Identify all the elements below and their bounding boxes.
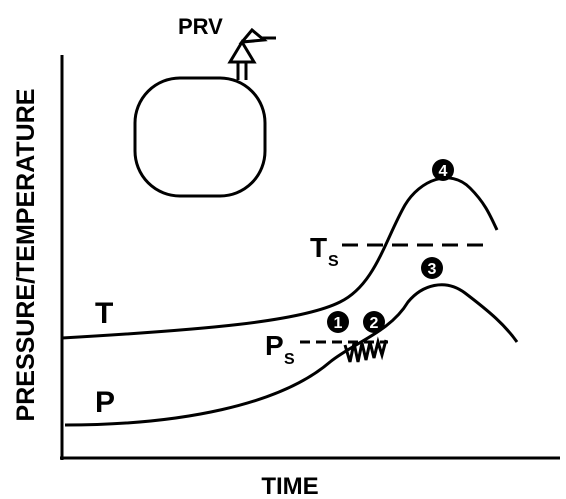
prv-label: PRV [178,14,223,39]
marker-text: 4 [439,163,448,180]
marker-1: 1 [327,311,349,333]
marker-text: 3 [428,261,437,278]
marker-text: 1 [334,315,343,332]
ts-sub: S [328,253,339,270]
marker-2: 2 [363,311,385,333]
marker-3: 3 [421,257,443,279]
ts-label: T [310,232,327,263]
pipe [238,62,246,80]
ps-sub: S [284,351,295,368]
y-axis-label: PRESSURE/TEMPERATURE [12,89,40,422]
p-label: P [95,386,115,419]
valve-top [242,30,264,42]
ps-label: P [265,330,284,361]
x-axis-label: TIME [261,473,318,499]
diagram: PRESSURE/TEMPERATURE TIME PRV T P T S P … [0,0,566,499]
marker-4: 4 [432,159,454,181]
tank [135,78,265,196]
t-label: T [95,297,113,330]
valve [230,42,254,62]
marker-text: 2 [370,315,379,332]
